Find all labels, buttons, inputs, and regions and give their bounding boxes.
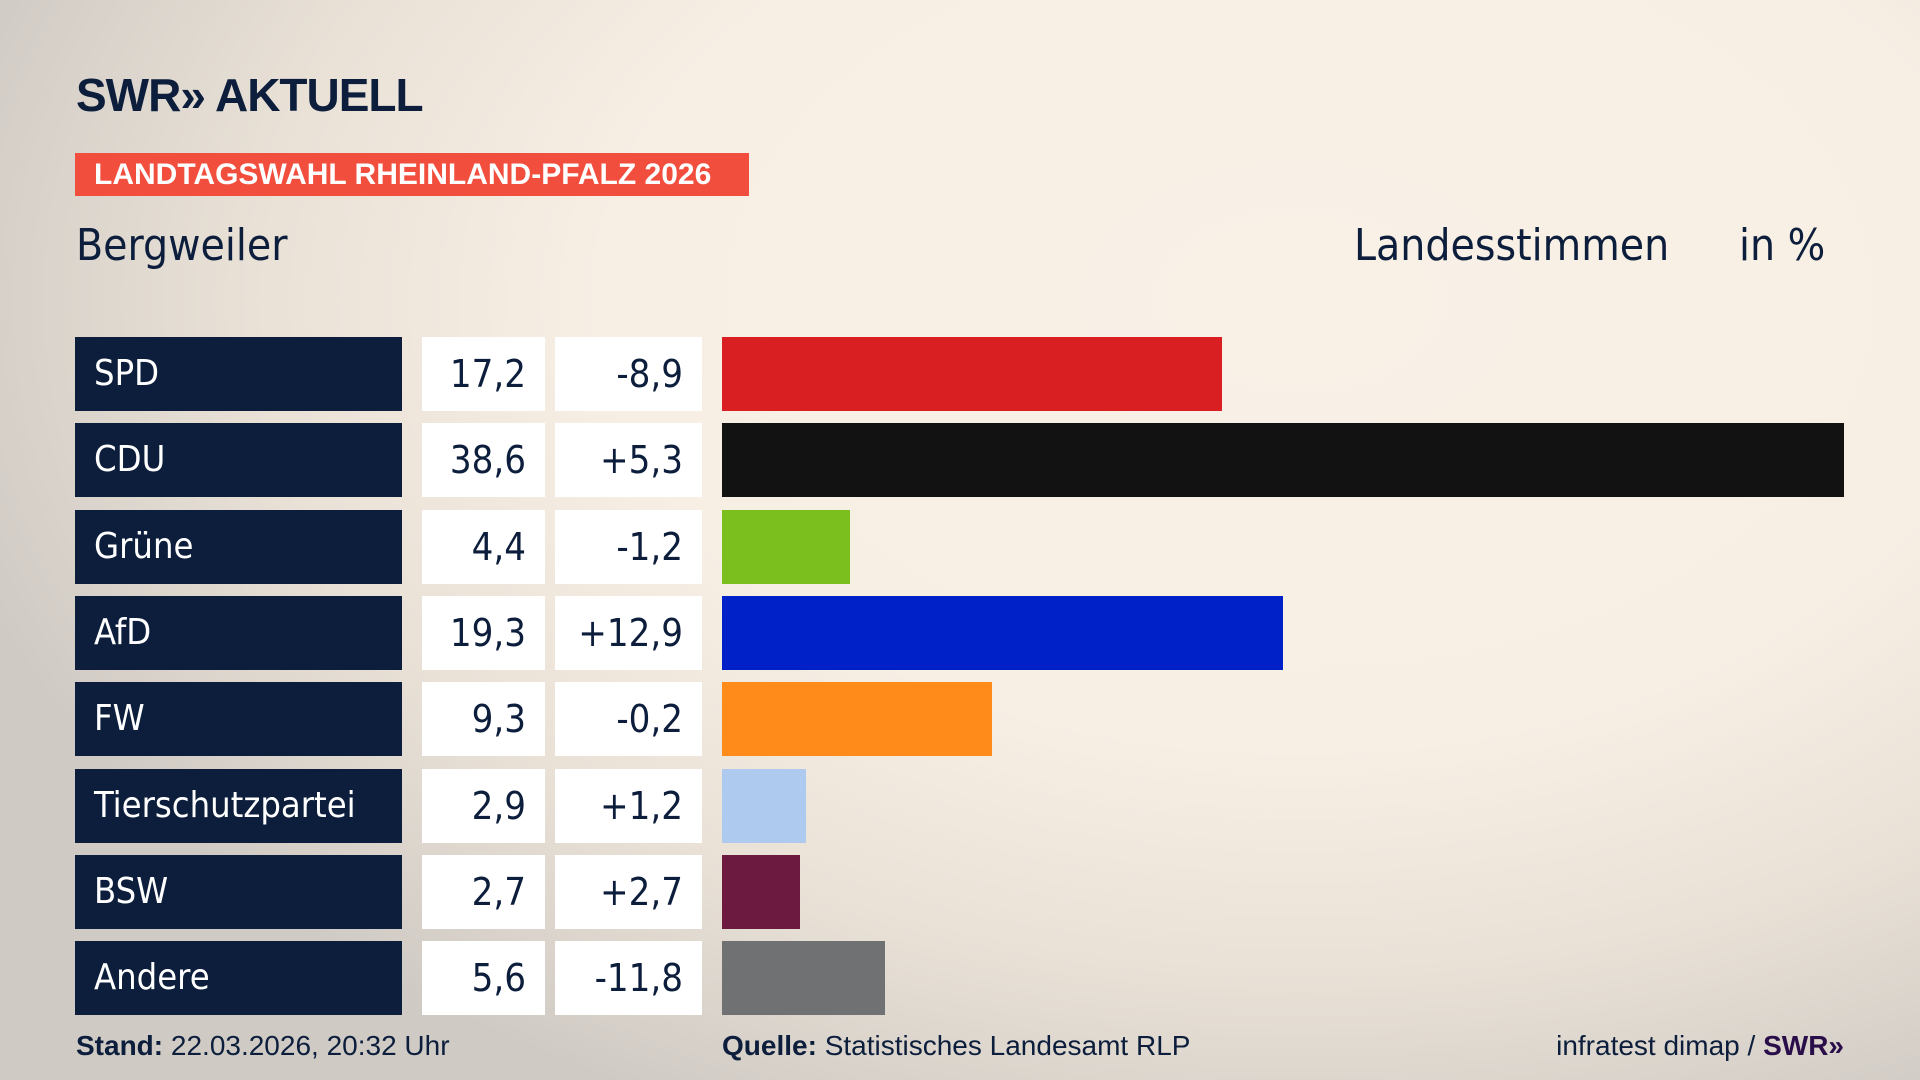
bar-tierschutzpartei xyxy=(722,768,807,843)
source-value: Statistisches Landesamt RLP xyxy=(824,1030,1191,1061)
bar-grüne xyxy=(722,509,850,584)
change-label: +12,9 xyxy=(555,595,702,670)
value-label: 9,3 xyxy=(422,682,545,757)
change-label: -0,2 xyxy=(555,682,702,757)
value-label: 5,6 xyxy=(422,941,545,1016)
source-label: Quelle: xyxy=(722,1030,817,1061)
party-label: CDU xyxy=(75,423,402,498)
bar-spd xyxy=(722,337,1222,411)
credit-text: infratest dimap / xyxy=(1556,1030,1756,1061)
change-label: -1,2 xyxy=(555,509,702,584)
party-label: Tierschutzpartei xyxy=(75,768,402,843)
change-label: +5,3 xyxy=(555,423,702,498)
value-label: 38,6 xyxy=(422,423,545,498)
bar-fw xyxy=(722,682,993,757)
unit-label: in % xyxy=(1739,220,1826,271)
stand-value: 22.03.2026, 20:32 Uhr xyxy=(170,1030,450,1061)
value-label: 17,2 xyxy=(422,337,545,411)
election-banner: LANDTAGSWAHL RHEINLAND-PFALZ 2026 xyxy=(75,153,749,196)
change-label: +2,7 xyxy=(555,854,702,929)
value-label: 19,3 xyxy=(422,595,545,670)
stand-label: Stand: xyxy=(76,1030,164,1061)
swr-brand: SWR» xyxy=(1763,1030,1844,1061)
credit: infratest dimap / SWR» xyxy=(1556,1030,1844,1062)
party-label: FW xyxy=(75,682,402,757)
change-label: +1,2 xyxy=(555,768,702,843)
swr-aktuell-logo: SWR» AKTUELL xyxy=(76,69,424,121)
metric-label: Landesstimmen xyxy=(1354,220,1670,271)
bar-cdu xyxy=(722,423,1844,498)
bar-andere xyxy=(722,941,885,1016)
party-label: Andere xyxy=(75,941,402,1016)
source-info: Quelle: Statistisches Landesamt RLP xyxy=(722,1030,1190,1062)
party-label: SPD xyxy=(75,337,402,411)
bar-afd xyxy=(722,595,1283,670)
place-title: Bergweiler xyxy=(76,220,288,271)
bar-bsw xyxy=(722,854,801,929)
change-label: -11,8 xyxy=(555,941,702,1016)
party-label: AfD xyxy=(75,595,402,670)
stand-info: Stand: 22.03.2026, 20:32 Uhr xyxy=(76,1030,450,1062)
change-label: -8,9 xyxy=(555,337,702,411)
value-label: 4,4 xyxy=(422,509,545,584)
party-label: Grüne xyxy=(75,509,402,584)
party-label: BSW xyxy=(75,854,402,929)
value-label: 2,7 xyxy=(422,854,545,929)
value-label: 2,9 xyxy=(422,768,545,843)
